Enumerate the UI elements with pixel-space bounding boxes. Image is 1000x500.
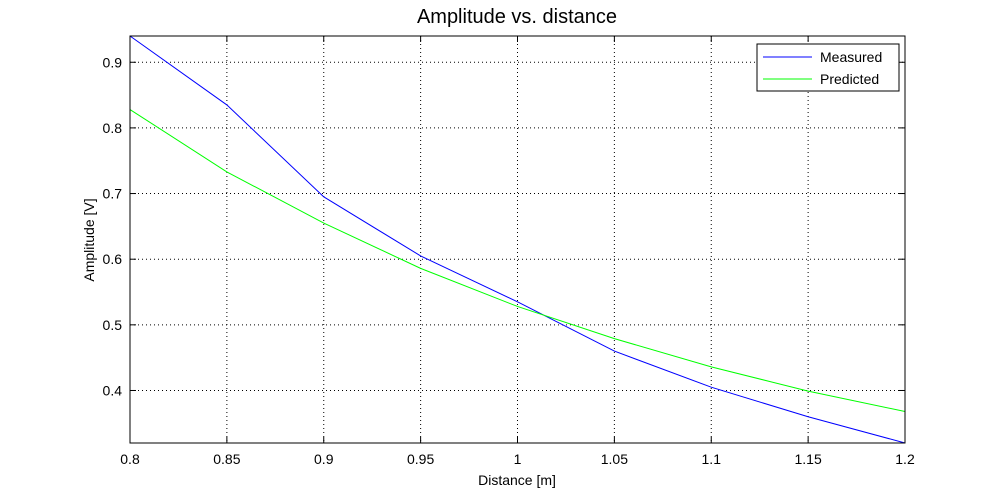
chart-title: Amplitude vs. distance: [417, 6, 617, 28]
y-axis-label: Amplitude [V]: [81, 198, 97, 281]
x-tick-label: 1.2: [895, 451, 915, 467]
x-tick-label: 0.9: [314, 451, 334, 467]
x-tick-label: 1.05: [601, 451, 628, 467]
y-tick-label: 0.5: [103, 317, 123, 333]
ticks: [129, 36, 906, 443]
x-tick-label: 0.85: [213, 451, 240, 467]
x-tick-label: 0.8: [120, 451, 140, 467]
x-axis-label: Distance [m]: [478, 472, 556, 488]
y-tick-labels: 0.4 0.5 0.6 0.7 0.8 0.9: [103, 54, 123, 398]
legend-label-measured: Measured: [820, 49, 882, 65]
y-tick-label: 0.7: [103, 186, 123, 202]
y-tick-label: 0.4: [103, 382, 123, 398]
y-tick-label: 0.9: [103, 54, 123, 70]
x-tick-label: 1.15: [795, 451, 822, 467]
series-layer: [129, 35, 906, 444]
x-tick-label: 1: [514, 451, 522, 467]
x-tick-label: 0.95: [407, 451, 434, 467]
y-tick-label: 0.8: [103, 120, 123, 136]
series-line-predicted: [129, 109, 906, 412]
series-line-measured: [129, 35, 906, 444]
legend: Measured Predicted: [756, 43, 900, 92]
x-tick-label: 1.1: [702, 451, 722, 467]
legend-label-predicted: Predicted: [820, 71, 879, 87]
plot-background: [130, 36, 905, 443]
y-tick-label: 0.6: [103, 251, 123, 267]
legend-box: [756, 43, 900, 92]
x-tick-labels: 0.8 0.85 0.9 0.95 1 1.05 1.1 1.15 1.2: [120, 451, 915, 467]
